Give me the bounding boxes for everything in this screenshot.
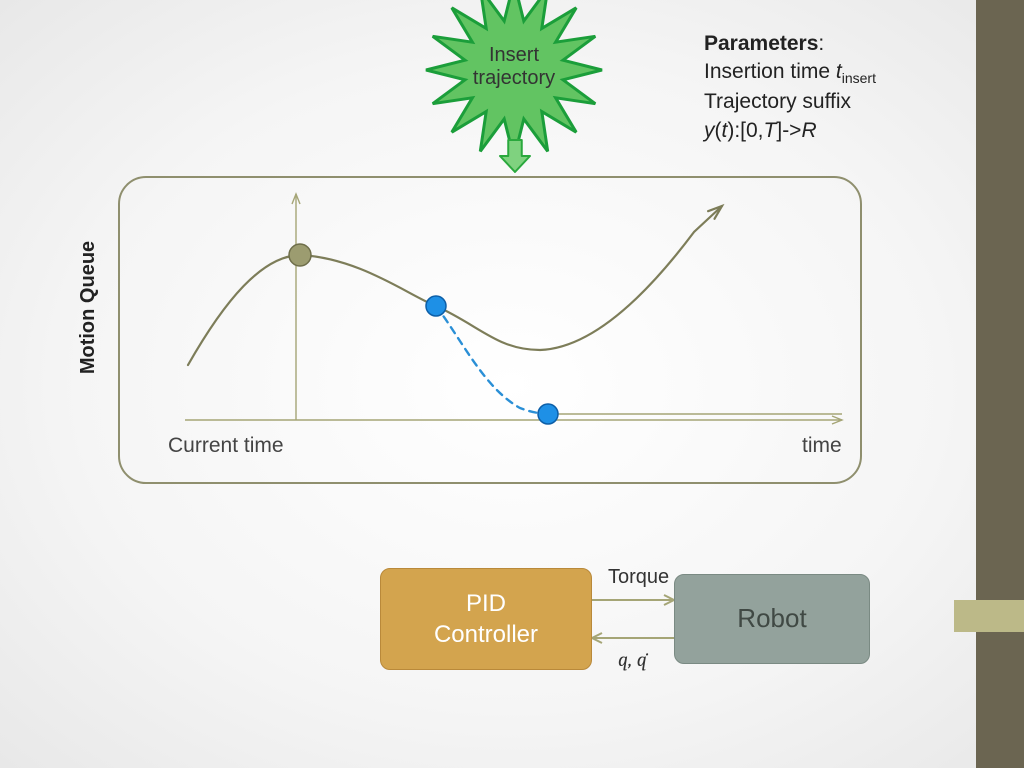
params-title: Parameters	[704, 32, 818, 55]
torque-label: Torque	[608, 566, 669, 589]
pid-line2: Controller	[434, 621, 538, 648]
starburst-line1: Insert	[489, 44, 539, 66]
params-l1-sub: insert	[842, 71, 876, 87]
pid-controller-block: PID Controller	[380, 568, 592, 670]
params-l3-end: ]->	[776, 119, 801, 142]
params-l3-y: y	[704, 119, 715, 142]
time-label: time	[802, 434, 842, 458]
side-strip	[976, 0, 1024, 768]
parameters-block: Parameters: Insertion time tinsert Traje…	[704, 30, 876, 145]
pid-line1: PID	[466, 590, 506, 617]
params-l2: Trajectory suffix	[704, 90, 851, 113]
motion-queue-label: Motion Queue	[77, 241, 100, 374]
starburst-label: Insert trajectory	[454, 44, 574, 90]
robot-block: Robot	[674, 574, 870, 664]
current-time-label: Current time	[168, 434, 284, 458]
params-l3-mid: ):[0,	[727, 119, 763, 142]
side-accent	[954, 600, 1024, 632]
robot-text: Robot	[737, 602, 806, 636]
params-l1-pre: Insertion time	[704, 60, 836, 83]
block-connectors	[592, 595, 674, 643]
down-arrow-icon	[500, 140, 530, 172]
feedback-label: q, q̇	[618, 648, 647, 671]
params-l3-T: T	[764, 119, 777, 142]
starburst-line2: trajectory	[473, 67, 555, 89]
params-l3-R: R	[801, 119, 816, 142]
params-l3-open: (	[715, 119, 722, 142]
